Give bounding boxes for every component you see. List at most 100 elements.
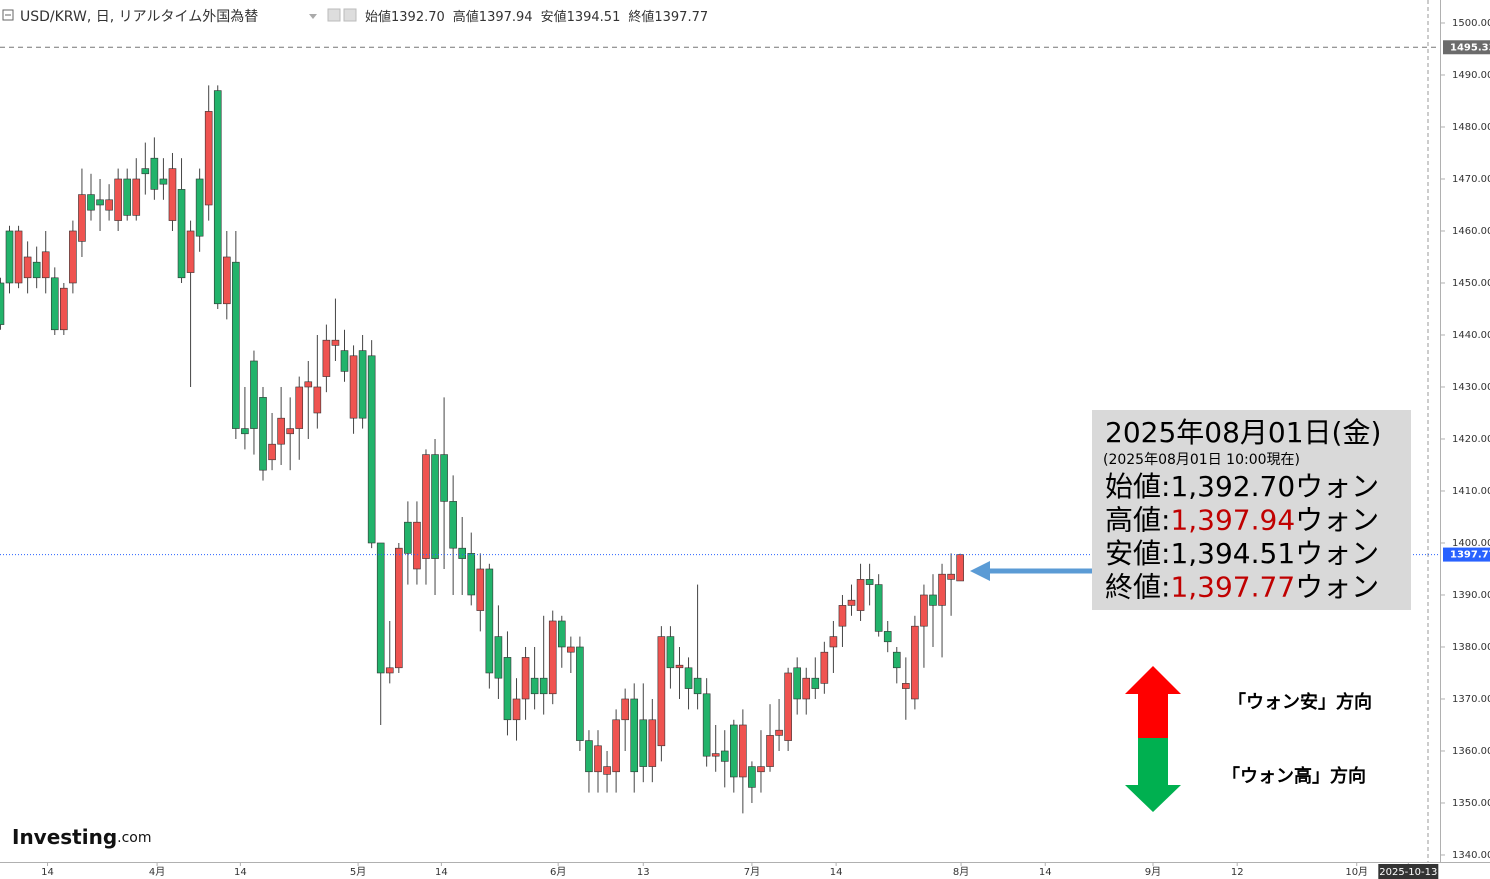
candle-body [576,646,584,741]
candle-body [521,657,530,700]
down-label: 「ウォン高」方向 [1222,765,1366,787]
dropdown-icon[interactable] [309,14,317,19]
candle-body [929,594,937,606]
candle-body [322,339,331,377]
info-unit: ウォン [1295,571,1379,604]
candle-body [141,168,150,175]
candle-body [422,454,430,559]
candle-body [512,698,521,721]
candle-body [594,745,602,773]
candle-body [268,443,276,461]
candle-body [241,428,249,435]
y-tick-label: 1430.00 [1452,382,1490,393]
candle-body [956,554,964,582]
info-row: 終値:1,397.77ウォン [1105,571,1379,604]
candle-body [23,256,32,279]
candle-body [567,646,575,653]
candle-body [395,547,403,669]
y-tick-label: 1450.00 [1452,278,1490,289]
candle-body [883,631,892,643]
candle-body [132,178,141,216]
header-value: 1392.70 [391,10,445,25]
candle-body [204,111,213,206]
candle-body [684,667,693,689]
x-tick-label: 12 [1231,867,1244,878]
x-tick-label: 14 [830,867,843,878]
info-unit: ウォン [1295,504,1379,537]
candle-body [367,355,376,544]
candle-body [114,178,122,221]
up-label: 「ウォン安」方向 [1228,691,1372,713]
pointer-arrow-head [970,561,990,581]
up-arrow [1125,666,1181,738]
collapse-icon[interactable] [2,9,14,21]
candle-body [96,199,104,206]
candle-body [648,719,657,767]
candle-body [920,594,928,627]
info-unit: ウォン [1295,470,1379,503]
x-tick-label: 7月 [744,866,760,878]
x-tick-label: 14 [1039,867,1052,878]
candle-body [186,230,195,273]
candle-body [313,386,322,414]
info-value: 1,394.51 [1170,537,1295,570]
candle-body [60,287,68,331]
candle-body [539,677,548,695]
candle-body [232,261,240,429]
header-label: 安値 [541,9,567,25]
candle-body [784,672,792,741]
candle-body [349,355,358,419]
candle-body [802,677,811,700]
info-value: 1,397.94 [1170,504,1295,537]
y-tick-label: 1470.00 [1452,174,1490,185]
candle-body [304,381,313,388]
close-icon[interactable] [343,8,357,22]
candle-body [340,350,349,372]
x-tick-label: 6月 [550,866,566,878]
candle-body [820,651,829,684]
price-tag-label: 1397.77 [1450,550,1490,561]
candle-body [413,521,421,570]
info-row: 高値:1,397.94ウォン [1105,504,1379,537]
candle-body [0,282,5,325]
candle-body [159,178,168,185]
y-tick-label: 1440.00 [1452,330,1490,341]
price-tag [1443,40,1490,55]
candle-body [739,724,747,778]
candle-body [548,620,557,695]
candle-body [603,766,611,775]
y-tick-label: 1370.00 [1452,694,1490,705]
info-label: 安値 [1105,537,1161,570]
info-asof: (2025年08月01日 10:00現在) [1103,452,1300,468]
header-label: 始値 [365,9,391,25]
info-separator: : [1161,537,1170,570]
down-arrow [1125,738,1181,812]
info-rows: 始値:1,392.70ウォン高値:1,397.94ウォン安値:1,394.51ウ… [1105,470,1379,604]
price-tag [1443,547,1490,562]
candle-body [87,194,95,211]
x-tick-label: 13 [637,867,650,878]
candle-body [168,168,177,221]
candle-body [250,360,258,429]
y-tick-label: 1460.00 [1452,226,1490,237]
candle-body [557,620,566,648]
candle-body [32,261,41,279]
plot: 1340.00 1350.00 1360.00 1370.00 1380.00 1390.… [0,18,1490,879]
candle-body [711,753,720,757]
settings-icon[interactable] [327,8,341,22]
candle-body [213,90,222,305]
y-tick-label: 1400.00 [1452,538,1490,549]
candle-body [730,724,738,778]
candle-body [702,693,711,757]
candle-body [467,553,476,596]
candle-body [69,230,77,284]
y-tick-label: 1500.00 [1452,18,1490,29]
header: USD/KRW, 日, リアルタイム外国為替 始値1392.70 高値1397.94… [20,9,708,26]
x-tick-label: 8月 [953,866,969,878]
candle-body [902,683,910,689]
candle-body [431,454,439,559]
candle-body [630,698,639,773]
candle-body [938,573,946,606]
header-label: 高値 [453,9,479,25]
info-separator: : [1161,571,1170,604]
